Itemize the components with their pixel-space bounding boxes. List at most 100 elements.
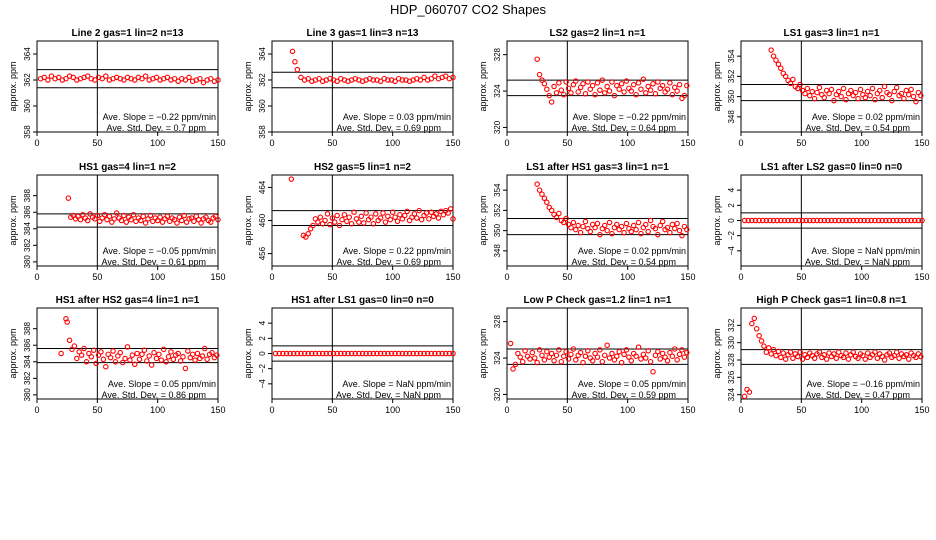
data-point (64, 319, 70, 325)
data-point (385, 350, 391, 357)
data-point (874, 355, 881, 362)
x-tick-label: 100 (150, 272, 165, 282)
std-dev-annotation: Ave. Std. Dev. = 0.64 ppm (572, 123, 676, 133)
data-point (394, 218, 401, 225)
data-point (664, 224, 671, 231)
data-point (395, 350, 402, 357)
data-point (652, 91, 659, 97)
data-point (621, 351, 627, 358)
data-point (305, 75, 311, 82)
data-point (794, 85, 801, 92)
data-point (879, 217, 885, 224)
data-point (331, 219, 338, 225)
data-point (753, 326, 760, 332)
data-point (565, 356, 572, 362)
data-point (862, 94, 869, 101)
data-point (897, 217, 904, 224)
data-point (910, 93, 917, 100)
data-point (601, 222, 608, 229)
slope-annotation: Ave. Slope = 0.05 ppm/min (108, 379, 216, 389)
data-point (839, 217, 846, 224)
data-point (872, 217, 878, 224)
y-tick-label: 324 (727, 387, 736, 401)
std-dev-annotation: Ave. Std. Dev. = 0.86 ppm (102, 390, 206, 400)
data-point (334, 78, 340, 85)
data-point (621, 229, 627, 236)
y-tick-label: 320 (493, 120, 502, 134)
data-point (324, 211, 331, 217)
data-point (157, 214, 163, 220)
plot-frame (36, 174, 219, 267)
data-point (292, 59, 298, 65)
data-point (751, 315, 758, 322)
data-point (788, 217, 795, 224)
data-point (312, 350, 319, 357)
plot-frame (271, 40, 454, 133)
data-point (794, 353, 801, 360)
data-point (315, 219, 321, 225)
data-point (623, 78, 630, 84)
y-tick-label: 328 (727, 353, 736, 367)
data-point (577, 229, 584, 236)
data-point (893, 84, 900, 91)
data-point (889, 97, 895, 104)
data-point (667, 349, 673, 356)
data-point (327, 221, 333, 228)
data-point (652, 352, 659, 359)
chart-title: HS1 after LS1 gas=0 lin=0 n=0 (291, 295, 434, 306)
x-tick-label: 150 (914, 272, 929, 282)
data-point (81, 345, 87, 352)
slope-annotation: Ave. Slope = 0.02 ppm/min (812, 112, 920, 122)
data-point (118, 217, 125, 224)
x-tick-label: 0 (504, 138, 509, 148)
data-point (175, 350, 181, 357)
std-dev-annotation: Ave. Std. Dev. = 0.54 ppm (572, 257, 676, 267)
data-point (568, 224, 574, 231)
data-point (122, 355, 128, 362)
data-point (117, 349, 124, 356)
x-tick-label: 150 (445, 272, 460, 282)
data-point (611, 92, 618, 99)
data-point (912, 217, 918, 224)
data-point (389, 209, 396, 215)
data-point (428, 75, 435, 82)
y-tick-label: 350 (493, 223, 502, 237)
data-point (198, 220, 204, 226)
y-axis-label: approx. ppm (478, 61, 488, 111)
y-tick-label: −2 (727, 231, 736, 241)
data-point (215, 216, 221, 223)
data-point (804, 85, 811, 92)
x-tick-label: 150 (914, 405, 929, 415)
data-point (570, 346, 577, 352)
data-point (918, 92, 924, 99)
data-point (643, 221, 649, 228)
data-point (679, 232, 685, 239)
data-point (868, 217, 875, 224)
data-point (838, 93, 844, 100)
data-point (667, 229, 673, 236)
data-point (573, 226, 579, 233)
data-point (410, 350, 416, 357)
data-point (669, 91, 676, 98)
data-point (893, 349, 900, 355)
plot-frame (740, 307, 923, 400)
data-point (821, 352, 828, 358)
y-tick-label: 328 (493, 47, 502, 61)
data-point (515, 350, 521, 357)
y-tick-label: 354 (727, 49, 736, 63)
data-point (821, 217, 828, 224)
data-point (594, 354, 601, 360)
data-point (70, 74, 76, 81)
data-point (363, 210, 369, 216)
data-point (156, 351, 162, 358)
chart-panel-10: HS1 after LS1 gas=0 lin=0 n=0 0 50 100 150 −4… (243, 295, 461, 415)
data-point (316, 75, 322, 82)
data-point (635, 80, 642, 86)
data-point (821, 94, 828, 101)
std-dev-annotation: Ave. Std. Dev. = 0.7 ppm (107, 123, 206, 133)
y-tick-label: 384 (23, 222, 32, 236)
data-point (635, 219, 642, 226)
data-point (164, 213, 171, 220)
chart-panel-5: HS1 gas=4 lin=1 n=2 0 50 100 150 380 382 384 386… (8, 162, 226, 282)
x-tick-label: 150 (445, 405, 460, 415)
